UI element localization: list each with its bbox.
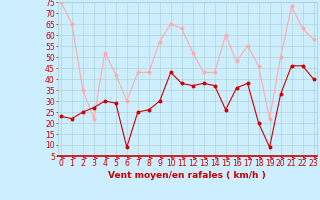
X-axis label: Vent moyen/en rafales ( km/h ): Vent moyen/en rafales ( km/h ) bbox=[108, 171, 266, 180]
